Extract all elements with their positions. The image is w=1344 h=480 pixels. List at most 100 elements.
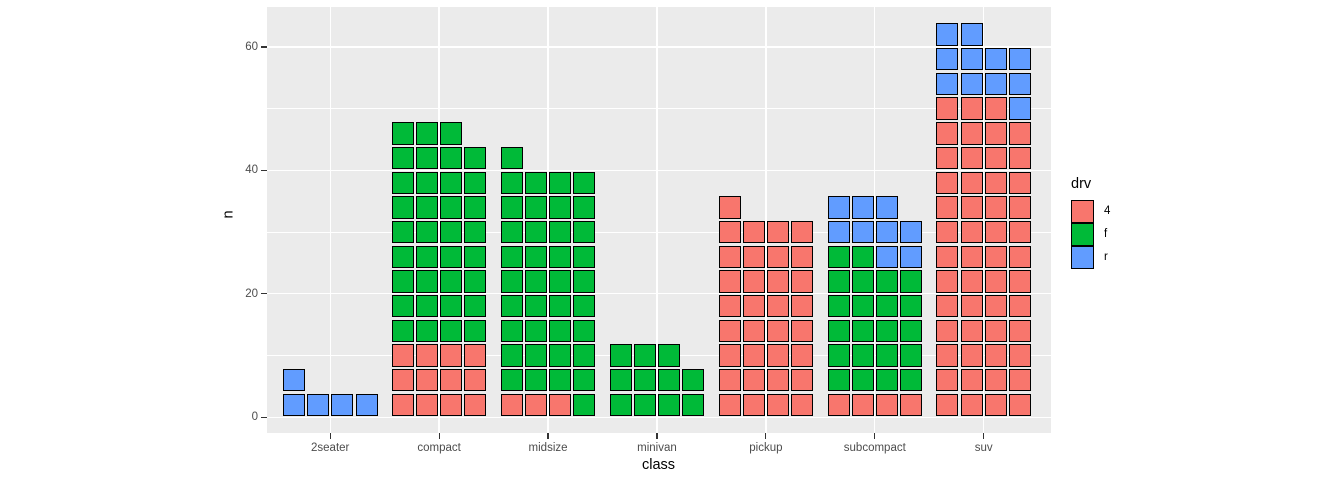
y-tick-label: 60 xyxy=(245,41,258,53)
gridline-y-major xyxy=(266,293,1051,295)
waffle-square xyxy=(791,393,814,416)
waffle-square xyxy=(633,344,656,367)
waffle-square xyxy=(851,245,874,268)
gridline-y-minor xyxy=(266,108,1051,110)
waffle-square xyxy=(464,319,487,342)
waffle-square xyxy=(658,368,681,392)
waffle-square xyxy=(609,393,632,416)
waffle-square xyxy=(391,171,414,194)
waffle-square xyxy=(851,270,874,293)
legend-entry-label: 4 xyxy=(1104,205,1111,217)
waffle-square xyxy=(984,393,1007,416)
waffle-square xyxy=(827,270,850,293)
waffle-square xyxy=(391,344,414,367)
waffle-square xyxy=(1009,122,1032,145)
waffle-square xyxy=(416,122,439,145)
waffle-square xyxy=(440,368,463,392)
y-tick-label: 0 xyxy=(251,411,258,424)
waffle-square xyxy=(500,245,523,268)
waffle-square xyxy=(416,220,439,244)
waffle-square xyxy=(464,245,487,268)
waffle-square xyxy=(960,319,983,342)
waffle-square xyxy=(440,270,463,293)
waffle-square xyxy=(331,393,354,416)
waffle-square xyxy=(416,196,439,219)
y-tick-mark xyxy=(261,169,267,171)
waffle-square xyxy=(936,344,959,367)
waffle-square xyxy=(936,72,959,96)
waffle-square xyxy=(1009,72,1032,96)
waffle-square xyxy=(549,171,572,194)
waffle-square xyxy=(960,146,983,170)
waffle-square xyxy=(936,48,959,71)
waffle-square xyxy=(391,270,414,293)
waffle-square xyxy=(827,245,850,268)
waffle-square xyxy=(549,344,572,367)
waffle-square xyxy=(391,196,414,219)
waffle-square xyxy=(440,122,463,145)
waffle-square xyxy=(827,393,850,416)
gridline-x-major xyxy=(765,7,767,433)
waffle-square xyxy=(718,196,741,219)
waffle-square xyxy=(936,97,959,120)
waffle-square xyxy=(766,368,789,392)
waffle-square xyxy=(742,319,765,342)
waffle-square xyxy=(827,220,850,244)
waffle-square xyxy=(1009,393,1032,416)
waffle-square xyxy=(464,344,487,367)
plot-panel xyxy=(266,7,1051,433)
waffle-square xyxy=(791,294,814,318)
waffle-square xyxy=(1009,97,1032,120)
waffle-square xyxy=(875,319,898,342)
x-axis-title: class xyxy=(641,457,676,473)
waffle-square xyxy=(282,393,305,416)
waffle-square xyxy=(416,344,439,367)
gridline-x-major xyxy=(438,7,440,433)
waffle-square xyxy=(464,294,487,318)
waffle-square xyxy=(791,368,814,392)
waffle-square xyxy=(766,393,789,416)
waffle-square xyxy=(718,294,741,318)
waffle-square xyxy=(875,344,898,367)
x-tick-label: 2seater xyxy=(311,442,350,454)
waffle-square xyxy=(875,393,898,416)
gridline-x-major xyxy=(547,7,549,433)
x-tick-label: subcompact xyxy=(843,442,906,454)
waffle-square xyxy=(524,196,547,219)
waffle-square xyxy=(742,393,765,416)
waffle-square xyxy=(960,368,983,392)
waffle-square xyxy=(984,122,1007,145)
waffle-square xyxy=(875,294,898,318)
waffle-square xyxy=(500,294,523,318)
waffle-square xyxy=(960,97,983,120)
waffle-square xyxy=(440,344,463,367)
waffle-square xyxy=(500,171,523,194)
waffle-square xyxy=(875,245,898,268)
waffle-square xyxy=(549,319,572,342)
waffle-square xyxy=(500,344,523,367)
waffle-square xyxy=(573,220,596,244)
waffle-square xyxy=(960,72,983,96)
waffle-square xyxy=(1009,245,1032,268)
waffle-square xyxy=(984,97,1007,120)
waffle-square xyxy=(984,270,1007,293)
waffle-square xyxy=(500,368,523,392)
waffle-square xyxy=(658,344,681,367)
waffle-square xyxy=(718,270,741,293)
x-tick-mark xyxy=(547,433,549,439)
waffle-square xyxy=(960,196,983,219)
waffle-square xyxy=(391,368,414,392)
waffle-square xyxy=(464,270,487,293)
waffle-square xyxy=(524,294,547,318)
waffle-square xyxy=(742,344,765,367)
waffle-square xyxy=(936,270,959,293)
x-tick-mark xyxy=(874,433,876,439)
x-tick-label: compact xyxy=(417,442,461,454)
waffle-square xyxy=(500,319,523,342)
waffle-square xyxy=(573,319,596,342)
waffle-square xyxy=(766,270,789,293)
waffle-square xyxy=(791,220,814,244)
waffle-square xyxy=(851,196,874,219)
